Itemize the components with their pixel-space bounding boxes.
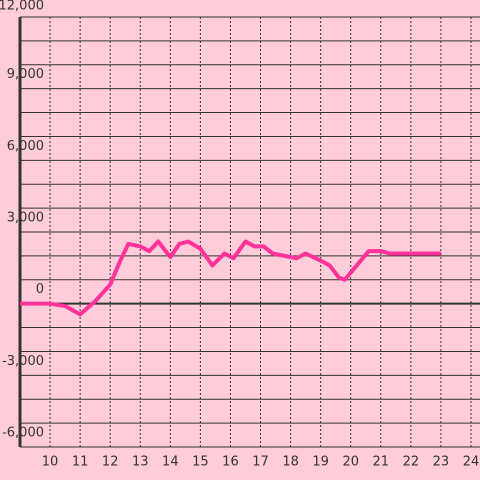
x-tick-label: 10 (42, 455, 59, 470)
y-tick-label: 0 (36, 282, 44, 297)
y-tick-label: 6,000 (7, 139, 44, 154)
x-tick-label: 13 (132, 455, 149, 470)
x-tick-label: 12 (102, 455, 119, 470)
x-tick-label: 15 (192, 455, 209, 470)
x-tick-label: 11 (72, 455, 89, 470)
x-tick-label: 14 (162, 455, 179, 470)
y-tick-label: 3,000 (7, 211, 44, 226)
x-tick-label: 17 (252, 455, 269, 470)
x-tick-label: 19 (312, 455, 329, 470)
y-tick-label: -3,000 (2, 354, 44, 369)
y-tick-label: 12,000 (0, 0, 44, 14)
x-tick-label: 23 (433, 455, 450, 470)
x-tick-label: 20 (342, 455, 359, 470)
x-tick-label: 16 (222, 455, 239, 470)
x-tick-label: 22 (403, 455, 420, 470)
y-tick-label: 9,000 (7, 67, 44, 82)
x-tick-label: 24 (463, 455, 480, 470)
series-line (20, 239, 441, 317)
x-tick-label: 21 (373, 455, 390, 470)
y-tick-label: -6,000 (2, 426, 44, 441)
x-tick-label: 18 (282, 455, 299, 470)
